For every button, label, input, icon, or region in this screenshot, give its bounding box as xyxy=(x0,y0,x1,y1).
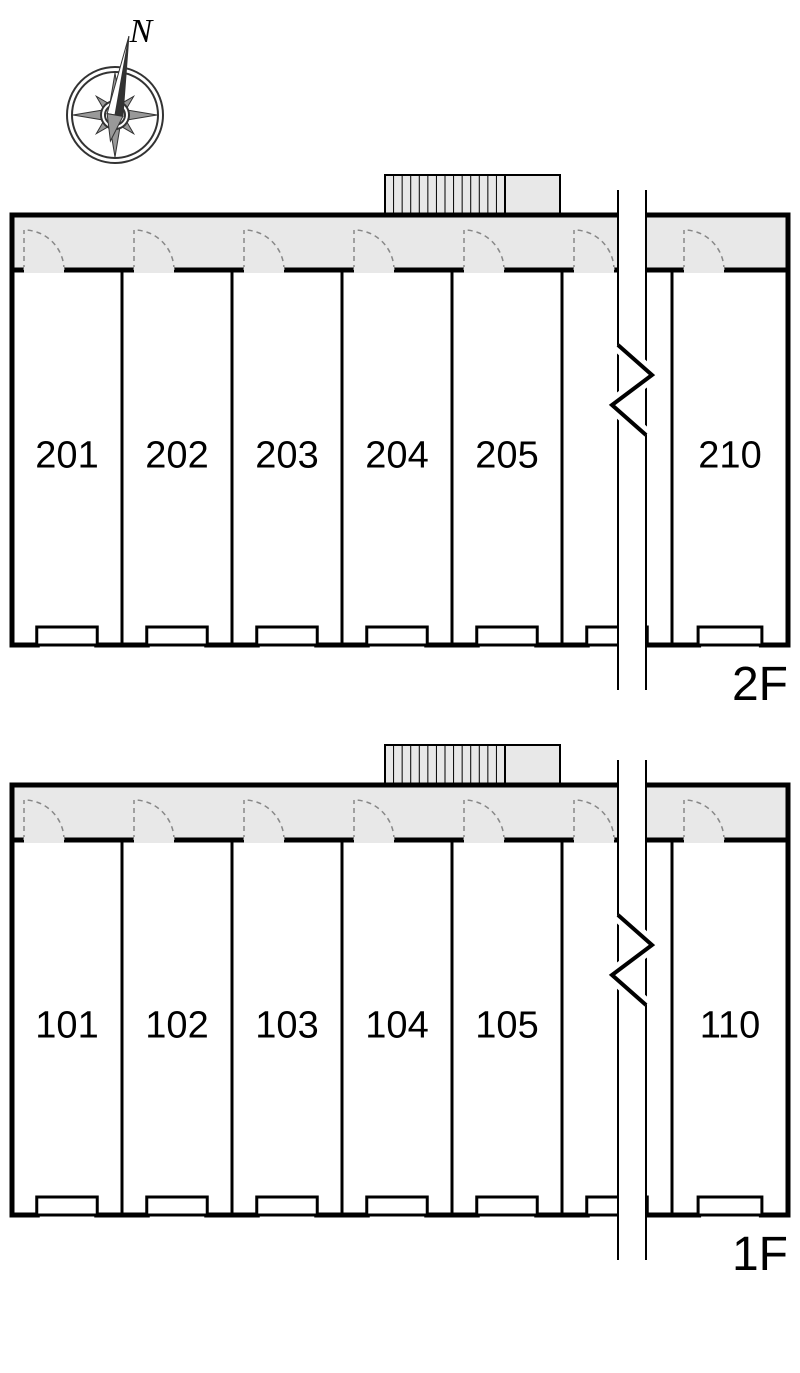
room-label-101: 101 xyxy=(35,1005,98,1047)
corridor xyxy=(12,215,788,270)
room-label-102: 102 xyxy=(145,1005,208,1047)
room-label-204: 204 xyxy=(365,435,428,477)
stairs-landing xyxy=(385,745,560,785)
room-label-104: 104 xyxy=(365,1005,428,1047)
stairs-landing xyxy=(385,175,560,215)
floor-label-2F: 2F xyxy=(732,658,788,711)
room-label-205: 205 xyxy=(475,435,538,477)
break-gap xyxy=(618,205,646,675)
floor-label-1F: 1F xyxy=(732,1228,788,1281)
room-label-210: 210 xyxy=(698,435,761,477)
room-label-105: 105 xyxy=(475,1005,538,1047)
room-label-202: 202 xyxy=(145,435,208,477)
room-label-201: 201 xyxy=(35,435,98,477)
corridor xyxy=(12,785,788,840)
break-gap xyxy=(618,775,646,1245)
room-label-203: 203 xyxy=(255,435,318,477)
room-label-103: 103 xyxy=(255,1005,318,1047)
room-label-110: 110 xyxy=(700,1005,761,1047)
compass-north-label: N xyxy=(129,13,155,50)
